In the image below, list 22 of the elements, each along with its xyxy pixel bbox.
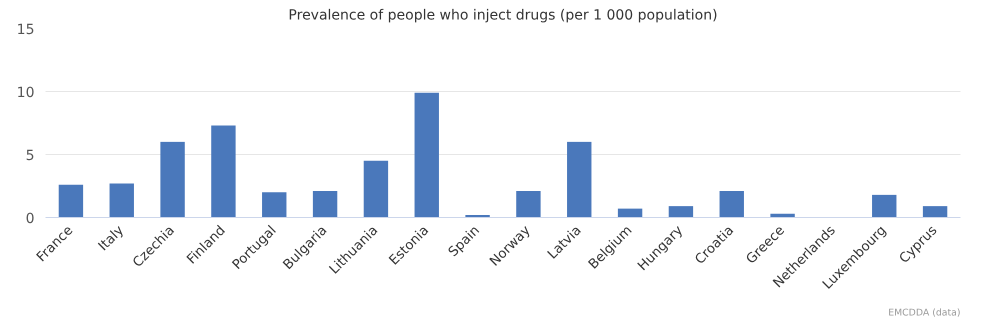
y-tick-label: 5 (26, 148, 35, 164)
bar (160, 142, 185, 218)
bar (770, 214, 795, 218)
y-tick-label: 0 (26, 211, 35, 227)
bar (110, 183, 134, 218)
bar (618, 208, 642, 218)
bar (58, 184, 84, 218)
chart-title: Prevalence of people who inject drugs (per 1 000 population) (288, 8, 718, 24)
bar (872, 194, 896, 218)
bar (668, 206, 694, 218)
bar (262, 192, 286, 218)
bar (211, 126, 236, 218)
y-tick-label: 10 (16, 85, 35, 101)
bar (720, 191, 744, 218)
bar (567, 142, 592, 218)
bar (312, 191, 338, 218)
bar (922, 206, 948, 218)
text: EMCDDA (data) (888, 308, 961, 318)
bar (516, 191, 541, 218)
bar (364, 160, 388, 218)
y-tick-label: 15 (16, 22, 35, 38)
bar (414, 92, 439, 218)
